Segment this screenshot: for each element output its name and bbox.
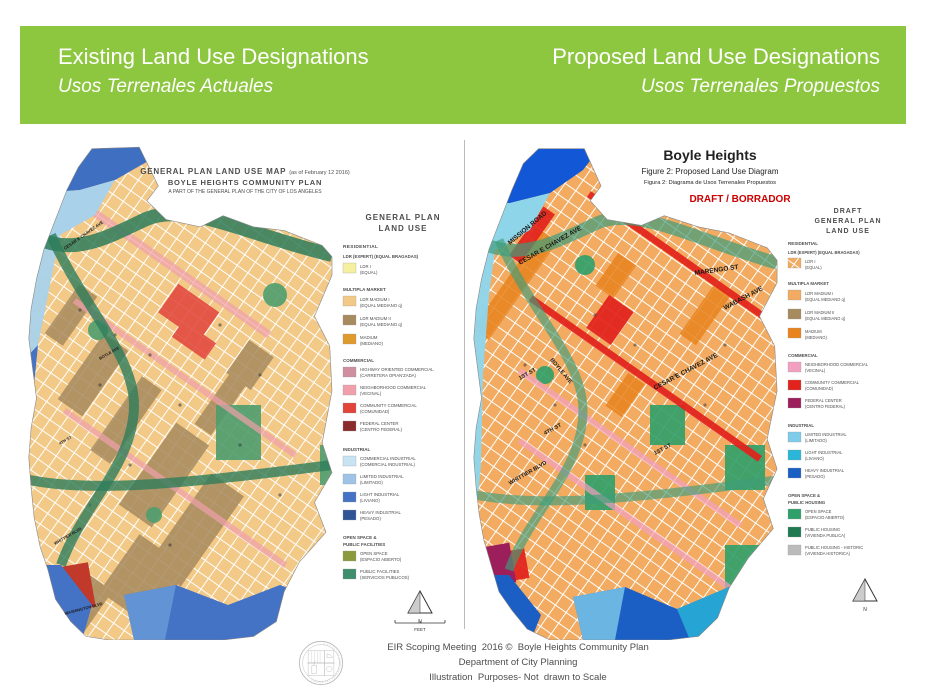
svg-text:INDUSTRIAL: INDUSTRIAL <box>343 447 370 452</box>
svg-text:N: N <box>863 607 867 613</box>
svg-text:Boyle Heights: Boyle Heights <box>663 147 757 163</box>
svg-text:(ESPACIO ABIERTO): (ESPACIO ABIERTO) <box>805 515 845 520</box>
svg-text:PUBLIC HOUSING: PUBLIC HOUSING <box>788 500 826 505</box>
svg-text:(EQUAL): (EQUAL) <box>805 265 822 270</box>
svg-text:RESIDENTIAL: RESIDENTIAL <box>788 241 818 246</box>
svg-text:(EQUAL MEDIANO q): (EQUAL MEDIANO q) <box>360 303 403 308</box>
svg-text:MADIUM: MADIUM <box>360 335 378 340</box>
svg-text:(EQUAL MEDIANO q): (EQUAL MEDIANO q) <box>805 316 846 321</box>
svg-text:LDR (EXPERT) (EQUAL BRAGADA: LDR (EXPERT) (EQUAL BRAGADAS) <box>343 254 419 259</box>
svg-text:LDR (EXPERT) (EQUAL BRAGADA: LDR (EXPERT) (EQUAL BRAGADAS) <box>788 250 860 255</box>
svg-text:MADIUM: MADIUM <box>805 329 822 334</box>
svg-text:COMMERCIAL: COMMERCIAL <box>343 358 374 363</box>
svg-text:HEAVY INDUSTRIAL: HEAVY INDUSTRIAL <box>805 468 845 473</box>
svg-text:LIGHT INDUSTRIAL: LIGHT INDUSTRIAL <box>360 492 400 497</box>
svg-text:(EQUAL MEDIANO q): (EQUAL MEDIANO q) <box>805 297 846 302</box>
svg-text:(CENTRO FEDERAL): (CENTRO FEDERAL) <box>805 404 846 409</box>
svg-text:LIMITED INDUSTRIAL: LIMITED INDUSTRIAL <box>360 474 404 479</box>
svg-text:FEET: FEET <box>414 627 426 632</box>
svg-text:OPEN SPACE &: OPEN SPACE & <box>343 535 377 540</box>
svg-text:(COMERCIAL INDUSTRIAL): (COMERCIAL INDUSTRIAL) <box>360 462 416 467</box>
svg-text:LIMITED INDUSTRIAL: LIMITED INDUSTRIAL <box>805 432 847 437</box>
svg-text:(COMUNIDAD): (COMUNIDAD) <box>360 409 390 414</box>
svg-text:(LIMITADO): (LIMITADO) <box>360 480 383 485</box>
svg-text:(VIVIENDA PUBLICA): (VIVIENDA PUBLICA) <box>805 533 846 538</box>
svg-text:GENERAL PLAN: GENERAL PLAN <box>814 218 881 225</box>
svg-text:(MEDIANO): (MEDIANO) <box>360 341 383 346</box>
svg-text:(SERVICIOS PUBLICOS): (SERVICIOS PUBLICOS) <box>360 575 410 580</box>
svg-text:COMMUNITY COMMERCIAL: COMMUNITY COMMERCIAL <box>805 380 860 385</box>
svg-text:Figure 2: Proposed Land Use Di: Figure 2: Proposed Land Use Diagram <box>642 167 779 176</box>
svg-text:INDUSTRIAL: INDUSTRIAL <box>788 423 814 428</box>
svg-text:LDR I: LDR I <box>805 259 815 264</box>
svg-text:DRAFT: DRAFT <box>834 208 863 215</box>
svg-text:MULTIPLA MARKET: MULTIPLA MARKET <box>788 281 829 286</box>
svg-text:RESIDENTIAL: RESIDENTIAL <box>343 244 378 250</box>
svg-text:(PESADO): (PESADO) <box>805 474 825 479</box>
svg-text:BOYLE HEIGHTS COMMUNITY PLAN: BOYLE HEIGHTS COMMUNITY PLAN <box>168 178 322 187</box>
svg-text:OPEN SPACE: OPEN SPACE <box>360 551 388 556</box>
svg-text:(VIVIENDA HISTORICA): (VIVIENDA HISTORICA) <box>805 551 851 556</box>
svg-text:(MEDIANO): (MEDIANO) <box>805 335 827 340</box>
svg-text:(VECINAL): (VECINAL) <box>360 391 382 396</box>
svg-text:HIGHWAY ORIENTED COMMERCIAL: HIGHWAY ORIENTED COMMERCIAL <box>360 367 434 372</box>
svg-text:(EQUAL MEDIANO q): (EQUAL MEDIANO q) <box>360 322 403 327</box>
svg-text:COMMERCIAL: COMMERCIAL <box>788 353 818 358</box>
svg-text:LIGHT INDUSTRIAL: LIGHT INDUSTRIAL <box>805 450 843 455</box>
svg-text:GENERAL PLAN: GENERAL PLAN <box>366 213 441 222</box>
svg-text:PUBLIC FACILITIES: PUBLIC FACILITIES <box>343 542 385 547</box>
svg-text:(CARRETERA OPIAN'ZADA): (CARRETERA OPIAN'ZADA) <box>360 373 417 378</box>
svg-text:(COMUNIDAD): (COMUNIDAD) <box>805 386 834 391</box>
svg-text:LDR MADIUM II: LDR MADIUM II <box>360 316 391 321</box>
svg-text:(CENTRO FEDERAL): (CENTRO FEDERAL) <box>360 427 403 432</box>
svg-text:(LIVIANO): (LIVIANO) <box>360 498 380 503</box>
svg-text:PUBLIC FACILITIES: PUBLIC FACILITIES <box>360 569 400 574</box>
svg-text:FEDERAL CENTER: FEDERAL CENTER <box>805 398 842 403</box>
svg-text:(LIMITADO): (LIMITADO) <box>805 438 827 443</box>
svg-text:PUBLIC HOUSING: PUBLIC HOUSING <box>805 527 840 532</box>
svg-text:OPEN SPACE &: OPEN SPACE & <box>788 493 820 498</box>
svg-text:LAND USE: LAND USE <box>379 224 428 233</box>
svg-text:PUBLIC HOUSING - HISTORIC: PUBLIC HOUSING - HISTORIC <box>805 545 863 550</box>
svg-text:(PESADO): (PESADO) <box>360 516 381 521</box>
svg-text:(VECINAL): (VECINAL) <box>805 368 826 373</box>
svg-text:A PART OF THE GENERAL PLAN OF: A PART OF THE GENERAL PLAN OF THE CITY O… <box>168 189 322 195</box>
svg-text:LAND USE: LAND USE <box>826 228 870 235</box>
svg-text:HEAVY INDUSTRIAL: HEAVY INDUSTRIAL <box>360 510 402 515</box>
svg-text:COMMERCIAL INDUSTRIAL: COMMERCIAL INDUSTRIAL <box>360 456 416 461</box>
svg-text:(ESPACIO ABIERTO): (ESPACIO ABIERTO) <box>360 557 402 562</box>
svg-text:DRAFT / BORRADOR: DRAFT / BORRADOR <box>689 194 791 205</box>
svg-text:MULTIPLA MARKET: MULTIPLA MARKET <box>343 287 386 292</box>
svg-text:LDR MADIUM I: LDR MADIUM I <box>805 291 833 296</box>
svg-text:LDR MADIUM I: LDR MADIUM I <box>360 297 390 302</box>
svg-text:OPEN SPACE: OPEN SPACE <box>805 509 832 514</box>
svg-text:Figura 2: Diagrama de Usos Te: Figura 2: Diagrama de Usos Terrenales Pr… <box>644 180 776 186</box>
svg-text:LDR I: LDR I <box>360 264 371 269</box>
svg-text:(LIVIANO): (LIVIANO) <box>805 456 825 461</box>
svg-text:(EQUAL): (EQUAL) <box>360 270 378 275</box>
svg-text:LDR MADIUM II: LDR MADIUM II <box>805 310 834 315</box>
svg-text:FEDERAL CENTER: FEDERAL CENTER <box>360 421 399 426</box>
svg-text:NEIGHBORHOOD COMMERCIAL: NEIGHBORHOOD COMMERCIAL <box>360 385 427 390</box>
svg-text:NEIGHBORHOOD COMMERCIAL: NEIGHBORHOOD COMMERCIAL <box>805 362 869 367</box>
svg-text:COMMUNITY COMMERCIAL: COMMUNITY COMMERCIAL <box>360 403 417 408</box>
